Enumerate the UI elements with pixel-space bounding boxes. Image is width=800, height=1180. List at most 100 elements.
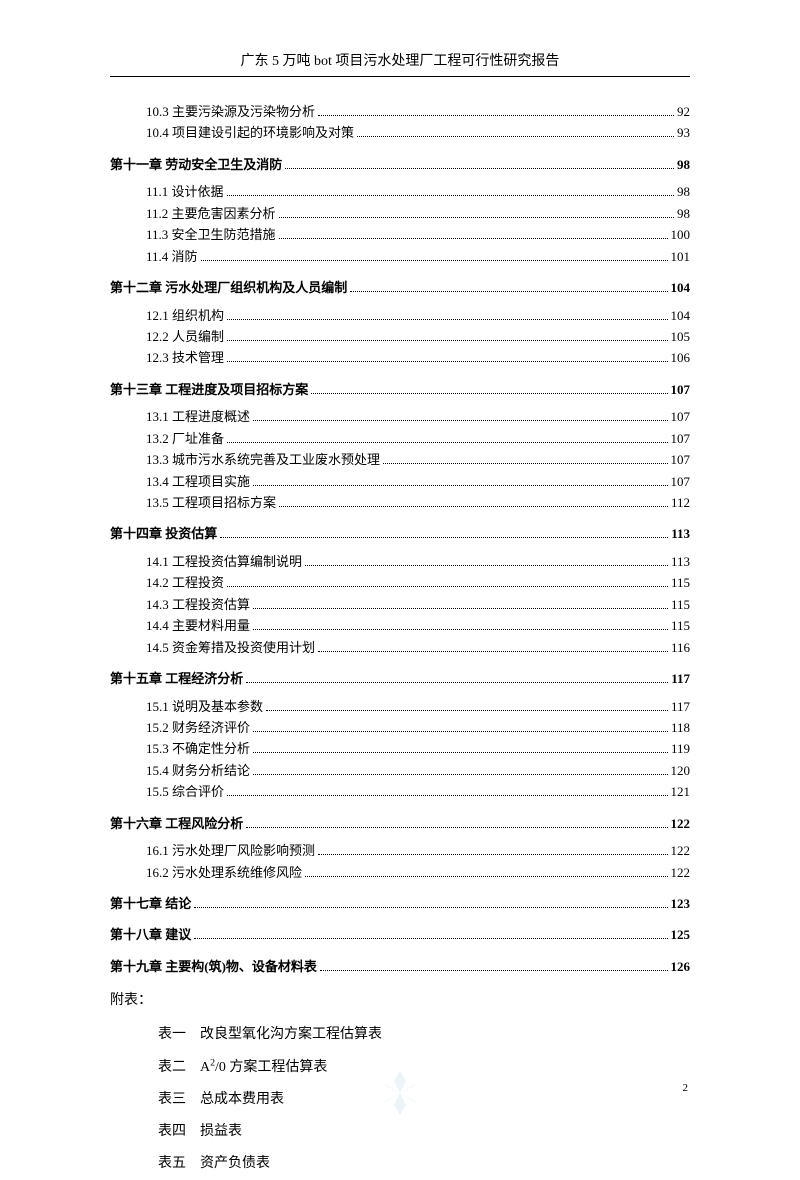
toc-label: 第十二章 污水处理厂组织机构及人员编制 — [110, 277, 347, 298]
toc-label: 14.4 主要材料用量 — [146, 615, 250, 636]
toc-entry: 第十一章 劳动安全卫生及消防98 — [110, 154, 690, 175]
toc-page-number: 117 — [671, 696, 690, 717]
toc-entry: 12.2 人员编制 105 — [110, 326, 690, 347]
toc-leader-dots — [246, 682, 668, 683]
toc-entry: 12.1 组织机构104 — [110, 305, 690, 326]
toc-page-number: 104 — [671, 305, 691, 326]
toc-leader-dots — [279, 217, 674, 218]
toc-entry: 14.2 工程投资115 — [110, 572, 690, 593]
toc-page-number: 115 — [671, 594, 690, 615]
toc-entry: 14.3 工程投资估算 115 — [110, 594, 690, 615]
toc-entry: 10.4 项目建设引起的环境影响及对策93 — [110, 122, 690, 143]
toc-leader-dots — [253, 629, 668, 630]
toc-leader-dots — [253, 420, 667, 421]
toc-label: 16.1 污水处理厂风险影响预测 — [146, 840, 315, 861]
toc-leader-dots — [305, 876, 667, 877]
appendix-title: 附表： — [110, 989, 690, 1009]
page-number: 2 — [683, 1082, 689, 1094]
toc-label: 13.1 工程进度概述 — [146, 406, 250, 427]
toc-leader-dots — [305, 565, 668, 566]
toc-page-number: 104 — [671, 277, 691, 298]
toc-leader-dots — [246, 827, 667, 828]
toc-leader-dots — [311, 393, 667, 394]
toc-leader-dots — [194, 938, 667, 939]
toc-label: 11.2 主要危害因素分析 — [146, 203, 276, 224]
toc-label: 15.2 财务经济评价 — [146, 717, 250, 738]
toc-entry: 11.2 主要危害因素分析 98 — [110, 203, 690, 224]
toc-leader-dots — [227, 795, 667, 796]
toc-label: 13.2 厂址准备 — [146, 428, 224, 449]
toc-page-number: 107 — [671, 406, 691, 427]
toc-page-number: 105 — [671, 326, 691, 347]
toc-page-number: 98 — [677, 154, 690, 175]
toc-entry: 第十七章 结论123 — [110, 893, 690, 914]
toc-label: 第十五章 工程经济分析 — [110, 668, 243, 689]
toc-page-number: 92 — [677, 101, 690, 122]
toc-page-number: 118 — [671, 717, 690, 738]
toc-label: 第十六章 工程风险分析 — [110, 813, 243, 834]
toc-label: 13.3 城市污水系统完善及工业废水预处理 — [146, 449, 380, 470]
toc-entry: 11.4 消防101 — [110, 246, 690, 267]
toc-entry: 第十三章 工程进度及项目招标方案107 — [110, 379, 690, 400]
toc-leader-dots — [253, 485, 667, 486]
toc-entry: 15.1 说明及基本参数117 — [110, 696, 690, 717]
toc-page-number: 125 — [671, 924, 691, 945]
toc-leader-dots — [318, 651, 668, 652]
toc-page-number: 113 — [671, 523, 690, 544]
toc-leader-dots — [253, 731, 668, 732]
toc-entry: 15.4 财务分析结论120 — [110, 760, 690, 781]
toc-page-number: 100 — [671, 224, 691, 245]
toc-page-number: 107 — [671, 449, 691, 470]
toc-entry: 13.1 工程进度概述 107 — [110, 406, 690, 427]
toc-leader-dots — [201, 260, 668, 261]
toc-leader-dots — [227, 319, 667, 320]
toc-entry: 14.5 资金筹措及投资使用计划116 — [110, 637, 690, 658]
toc-page-number: 122 — [671, 840, 691, 861]
header-title: 广东 5 万吨 bot 项目污水处理厂工程可行性研究报告 — [241, 54, 560, 69]
toc-label: 第十九章 主要构(筑)物、设备材料表 — [110, 956, 317, 977]
toc-entry: 第十五章 工程经济分析 117 — [110, 668, 690, 689]
toc-entry: 11.3 安全卫生防范措施 100 — [110, 224, 690, 245]
toc-entry: 14.4 主要材料用量115 — [110, 615, 690, 636]
toc-leader-dots — [350, 291, 667, 292]
toc-leader-dots — [279, 238, 668, 239]
toc-leader-dots — [253, 752, 668, 753]
toc-leader-dots — [227, 340, 667, 341]
toc-label: 14.5 资金筹措及投资使用计划 — [146, 637, 315, 658]
appendix-item: 表一 改良型氧化沟方案工程估算表 — [110, 1019, 690, 1051]
toc-page-number: 122 — [671, 813, 691, 834]
toc-entry: 14.1 工程投资估算编制说明113 — [110, 551, 690, 572]
toc-leader-dots — [220, 537, 668, 538]
toc-page-number: 117 — [671, 668, 690, 689]
toc-entry: 13.5 工程项目招标方案112 — [110, 492, 690, 513]
toc-page-number: 98 — [677, 203, 690, 224]
toc-label: 12.2 人员编制 — [146, 326, 224, 347]
toc-page-number: 106 — [671, 347, 691, 368]
toc-entry: 第十八章 建议125 — [110, 924, 690, 945]
toc-entry: 10.3 主要污染源及污染物分析92 — [110, 101, 690, 122]
toc-label: 15.5 综合评价 — [146, 781, 224, 802]
toc-leader-dots — [357, 136, 674, 137]
toc-entry: 15.5 综合评价121 — [110, 781, 690, 802]
toc-leader-dots — [320, 970, 668, 971]
toc-leader-dots — [253, 774, 667, 775]
toc-page-number: 126 — [671, 956, 691, 977]
toc-label: 11.3 安全卫生防范措施 — [146, 224, 276, 245]
toc-entry: 13.4 工程项目实施 107 — [110, 471, 690, 492]
toc-entry: 第十六章 工程风险分析 122 — [110, 813, 690, 834]
toc-leader-dots — [194, 907, 667, 908]
toc-leader-dots — [266, 710, 668, 711]
toc-leader-dots — [285, 168, 674, 169]
toc-entry: 第十四章 投资估算113 — [110, 523, 690, 544]
toc-leader-dots — [253, 608, 668, 609]
toc-entry: 15.2 财务经济评价 118 — [110, 717, 690, 738]
toc-page-number: 107 — [671, 471, 691, 492]
toc-label: 14.1 工程投资估算编制说明 — [146, 551, 302, 572]
toc-entry: 15.3 不确定性分析119 — [110, 738, 690, 759]
toc-label: 13.4 工程项目实施 — [146, 471, 250, 492]
toc-leader-dots — [318, 854, 667, 855]
toc-label: 13.5 工程项目招标方案 — [146, 492, 276, 513]
toc-label: 14.3 工程投资估算 — [146, 594, 250, 615]
toc-page-number: 93 — [677, 122, 690, 143]
toc-label: 12.3 技术管理 — [146, 347, 224, 368]
